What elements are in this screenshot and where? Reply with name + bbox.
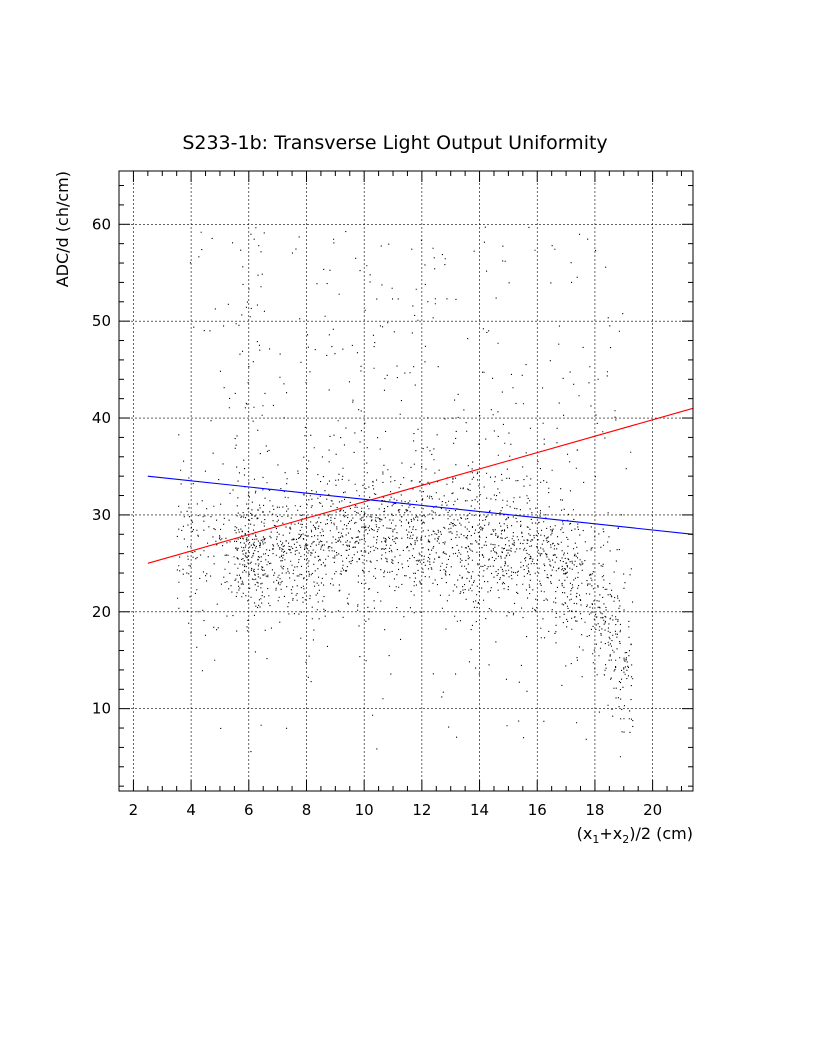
x-tick-label: 10 xyxy=(355,801,374,819)
x-axis-title: (x1+x2)/2 (cm) xyxy=(577,824,693,846)
plot-frame xyxy=(118,170,694,792)
x-tick-label: 14 xyxy=(470,801,489,819)
tick-labels: 2 4 6 8 10 12 14 16 18 20 10 20 30 40 50 60 xyxy=(92,215,662,819)
x-axis-title-text: (x1+x2)/2 (cm) xyxy=(577,824,693,846)
x-tick-label: 4 xyxy=(186,801,196,819)
y-tick-label: 50 xyxy=(92,312,111,330)
x-tick-label: 18 xyxy=(585,801,604,819)
scatter-point-cloud xyxy=(176,226,634,758)
fit-line-1 xyxy=(147,407,694,564)
axis-ticks xyxy=(118,171,693,791)
fit-line-2 xyxy=(147,475,694,535)
x-tick-label: 8 xyxy=(302,801,312,819)
scatter-points xyxy=(176,226,634,758)
x-tick-label: 2 xyxy=(129,801,139,819)
x-tick-label: 6 xyxy=(244,801,254,819)
y-tick-label: 40 xyxy=(92,409,111,427)
x-tick-label: 16 xyxy=(528,801,547,819)
y-tick-label: 30 xyxy=(92,506,111,524)
grid-lines xyxy=(119,171,693,791)
x-tick-label: 20 xyxy=(643,801,662,819)
fit-lines xyxy=(147,407,694,564)
x-tick-label: 12 xyxy=(412,801,431,819)
y-tick-label: 10 xyxy=(92,700,111,718)
chart-title: S233-1b: Transverse Light Output Uniform… xyxy=(182,132,607,154)
y-axis-title: ADC/d (ch/cm) xyxy=(53,171,72,287)
y-tick-label: 60 xyxy=(92,215,111,233)
y-tick-label: 20 xyxy=(92,603,111,621)
